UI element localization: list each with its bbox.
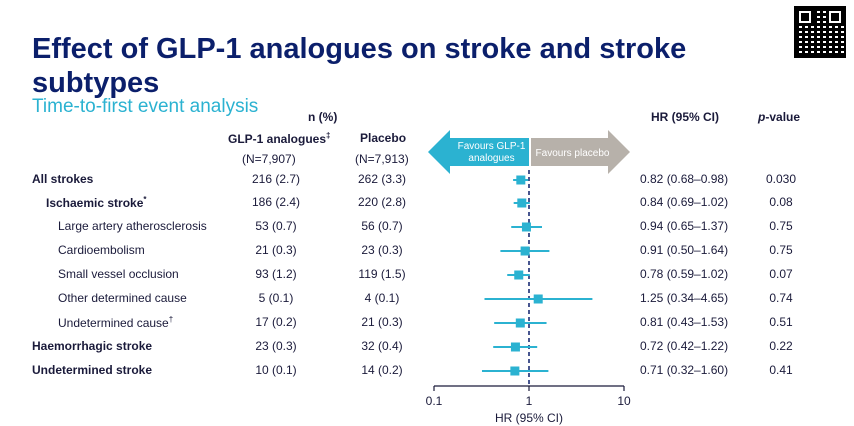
x-tick-label: 0.1 bbox=[426, 394, 443, 408]
favours-glp1-label-line2: analogues bbox=[468, 153, 514, 164]
row-label: Undetermined cause† bbox=[58, 315, 173, 330]
hr-ci-text: 1.25 (0.34–4.65) bbox=[640, 291, 729, 305]
glp1-column-header: GLP-1 analogues‡ bbox=[228, 131, 330, 146]
glp1-count: 21 (0.3) bbox=[255, 243, 297, 257]
hr-point bbox=[517, 198, 527, 208]
glp1-count: 53 (0.7) bbox=[255, 219, 297, 233]
hr-ci-text: 0.94 (0.65–1.37) bbox=[640, 219, 729, 233]
p-value: 0.22 bbox=[769, 339, 793, 353]
p-value: 0.75 bbox=[769, 219, 793, 233]
x-tick-label: 10 bbox=[617, 394, 631, 408]
hr-ci-text: 0.81 (0.43–1.53) bbox=[640, 315, 729, 329]
row-label-text: Haemorrhagic stroke bbox=[32, 339, 153, 353]
footnote-mark: † bbox=[168, 315, 174, 324]
placebo-count: 32 (0.4) bbox=[361, 339, 403, 353]
hr-ci-text: 0.71 (0.32–1.60) bbox=[640, 363, 729, 377]
favours-glp1-arrow bbox=[428, 130, 529, 174]
row-label-text: Large artery atherosclerosis bbox=[58, 219, 207, 233]
placebo-column-header: Placebo bbox=[360, 131, 407, 145]
glp1-n: (N=7,907) bbox=[242, 152, 296, 166]
row-label: Small vessel occlusion bbox=[58, 267, 179, 281]
glp1-count: 17 (0.2) bbox=[255, 315, 297, 329]
row-label-text: Other determined cause bbox=[58, 291, 187, 305]
hr-ci-text: 0.82 (0.68–0.98) bbox=[640, 172, 729, 186]
row-label-text: All strokes bbox=[32, 172, 94, 186]
hr-ci-text: 0.78 (0.59–1.02) bbox=[640, 267, 729, 281]
row-label: Other determined cause bbox=[58, 291, 187, 305]
pvalue-header-p: p bbox=[758, 110, 766, 124]
hr-header: HR (95% CI) bbox=[651, 110, 720, 124]
glp1-count: 23 (0.3) bbox=[255, 339, 297, 353]
glp1-count: 186 (2.4) bbox=[251, 195, 301, 209]
placebo-count: 262 (3.3) bbox=[357, 172, 407, 186]
row-label: Large artery atherosclerosis bbox=[58, 219, 207, 233]
hr-point bbox=[510, 342, 520, 352]
hr-point bbox=[515, 318, 525, 328]
row-label: Ischaemic stroke* bbox=[46, 195, 147, 210]
row-label-text: Ischaemic stroke bbox=[46, 196, 144, 210]
p-value: 0.51 bbox=[769, 315, 793, 329]
glp1-count: 93 (1.2) bbox=[255, 267, 297, 281]
placebo-count: 23 (0.3) bbox=[361, 243, 403, 257]
placebo-count: 119 (1.5) bbox=[358, 267, 406, 281]
p-value: 0.030 bbox=[765, 172, 797, 186]
favours-placebo-arrow bbox=[531, 130, 630, 174]
n-percent-header: n (%) bbox=[308, 110, 338, 124]
placebo-count: 56 (0.7) bbox=[361, 219, 403, 233]
p-value: 0.08 bbox=[769, 195, 793, 209]
glp1-count: 216 (2.7) bbox=[251, 172, 301, 186]
hr-point bbox=[533, 294, 543, 304]
p-value: 0.74 bbox=[769, 291, 793, 305]
placebo-count: 220 (2.8) bbox=[357, 195, 407, 209]
placebo-count: 14 (0.2) bbox=[361, 363, 403, 377]
glp1-footnote-mark: ‡ bbox=[326, 131, 331, 140]
p-value: 0.41 bbox=[769, 363, 793, 377]
p-value: 0.07 bbox=[769, 267, 793, 281]
row-label: Haemorrhagic stroke bbox=[32, 339, 152, 353]
placebo-count: 4 (0.1) bbox=[364, 291, 400, 305]
pvalue-header-rest: -value bbox=[765, 110, 801, 124]
placebo-n: (N=7,913) bbox=[355, 152, 409, 166]
hr-point bbox=[516, 175, 526, 185]
hr-point bbox=[514, 270, 524, 280]
qr-code bbox=[794, 6, 846, 58]
row-label-text: Cardioembolism bbox=[58, 243, 145, 257]
hr-point bbox=[510, 366, 520, 376]
row-label-text: Undetermined cause bbox=[58, 316, 169, 330]
placebo-count: 21 (0.3) bbox=[361, 315, 403, 329]
hr-ci-text: 0.84 (0.69–1.02) bbox=[640, 195, 729, 209]
glp1-count: 5 (0.1) bbox=[258, 291, 294, 305]
x-axis-label: HR (95% CI) bbox=[495, 411, 563, 425]
row-label: All strokes bbox=[32, 172, 93, 186]
page-title: Effect of GLP-1 analogues on stroke and … bbox=[32, 33, 687, 99]
favours-placebo-label: Favours placebo bbox=[536, 148, 610, 159]
favours-glp1-label-line1: Favours GLP-1 bbox=[458, 141, 526, 152]
hr-ci-text: 0.91 (0.50–1.64) bbox=[640, 243, 729, 257]
row-label: Cardioembolism bbox=[58, 243, 145, 257]
p-value: 0.75 bbox=[769, 243, 793, 257]
hr-ci-text: 0.72 (0.42–1.22) bbox=[640, 339, 729, 353]
row-label: Undetermined stroke bbox=[32, 363, 152, 377]
row-label-text: Undetermined stroke bbox=[32, 363, 153, 377]
hr-point bbox=[520, 246, 530, 256]
glp1-count: 10 (0.1) bbox=[255, 363, 297, 377]
footnote-mark: * bbox=[143, 195, 147, 204]
pvalue-header: p-value bbox=[758, 110, 800, 124]
x-tick-label: 1 bbox=[526, 394, 533, 408]
hr-point bbox=[521, 222, 531, 232]
glp1-column-label: GLP-1 analogues bbox=[228, 132, 327, 146]
page-subtitle: Time-to-first event analysis bbox=[32, 96, 259, 117]
row-label-text: Small vessel occlusion bbox=[58, 267, 179, 281]
